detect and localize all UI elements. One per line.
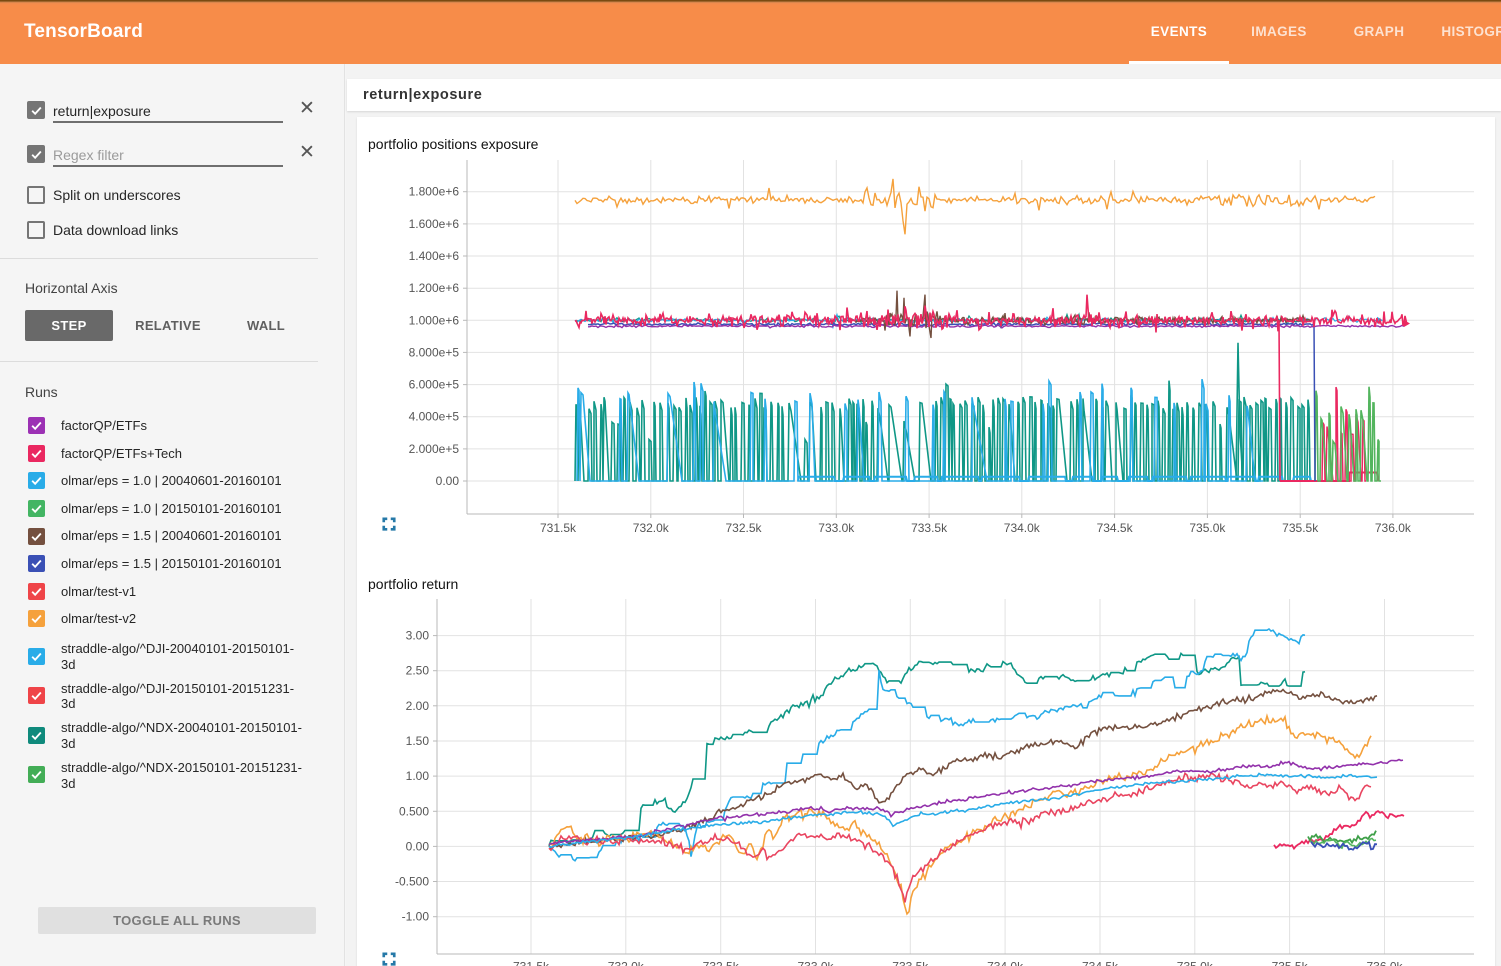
svg-text:1.000e+6: 1.000e+6	[409, 313, 460, 327]
svg-text:2.50: 2.50	[406, 664, 430, 678]
svg-text:735.5k: 735.5k	[1272, 960, 1309, 966]
svg-text:1.600e+6: 1.600e+6	[409, 217, 460, 231]
svg-text:8.000e+5: 8.000e+5	[409, 345, 460, 359]
svg-text:-0.500: -0.500	[395, 875, 429, 889]
svg-text:0.500: 0.500	[399, 804, 429, 818]
svg-text:1.800e+6: 1.800e+6	[409, 185, 460, 199]
svg-text:735.0k: 735.0k	[1177, 960, 1214, 966]
svg-text:4.000e+5: 4.000e+5	[409, 410, 460, 424]
svg-text:731.5k: 731.5k	[513, 960, 550, 966]
svg-text:0.00: 0.00	[406, 839, 430, 853]
svg-text:0.00: 0.00	[436, 474, 460, 488]
svg-text:733.5k: 733.5k	[892, 960, 929, 966]
svg-text:733.5k: 733.5k	[911, 521, 948, 535]
svg-text:2.00: 2.00	[406, 699, 430, 713]
svg-text:736.0k: 736.0k	[1366, 960, 1403, 966]
svg-text:736.0k: 736.0k	[1375, 521, 1412, 535]
svg-text:735.0k: 735.0k	[1189, 521, 1226, 535]
svg-text:1.200e+6: 1.200e+6	[409, 281, 460, 295]
svg-text:734.0k: 734.0k	[1004, 521, 1041, 535]
svg-text:1.00: 1.00	[406, 769, 430, 783]
svg-text:734.0k: 734.0k	[987, 960, 1024, 966]
svg-text:732.5k: 732.5k	[725, 521, 762, 535]
svg-text:2.000e+5: 2.000e+5	[409, 442, 460, 456]
svg-text:732.0k: 732.0k	[608, 960, 645, 966]
svg-text:733.0k: 733.0k	[797, 960, 834, 966]
svg-text:734.5k: 734.5k	[1097, 521, 1134, 535]
svg-text:732.5k: 732.5k	[703, 960, 740, 966]
svg-text:6.000e+5: 6.000e+5	[409, 378, 460, 392]
svg-text:735.5k: 735.5k	[1282, 521, 1319, 535]
svg-text:733.0k: 733.0k	[818, 521, 855, 535]
svg-text:3.00: 3.00	[406, 629, 430, 643]
svg-text:1.50: 1.50	[406, 734, 430, 748]
svg-text:734.5k: 734.5k	[1082, 960, 1119, 966]
svg-text:731.5k: 731.5k	[540, 521, 577, 535]
svg-text:-1.00: -1.00	[402, 910, 430, 924]
svg-text:1.400e+6: 1.400e+6	[409, 249, 460, 263]
svg-text:732.0k: 732.0k	[633, 521, 670, 535]
